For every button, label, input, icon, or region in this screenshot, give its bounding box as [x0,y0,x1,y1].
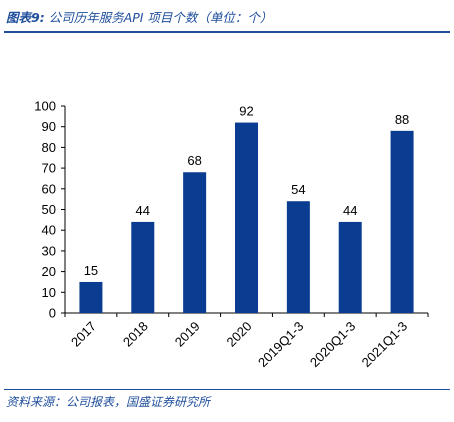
bar-2019Q1-3 [286,201,310,313]
x-tick-label: 2018 [120,319,151,350]
bar-2019 [183,172,207,313]
source-divider [4,389,450,391]
bar-2021Q1-3 [390,130,414,313]
x-axis: 2017 2018 2019 2020 2019Q1-3 2020Q1-3 2021Q1-3 [64,312,429,370]
x-tick-label: 2019 [172,319,203,350]
y-tick-label: 50 [42,202,56,217]
x-tick-label: 2021Q1-3 [359,319,410,370]
data-labels: 15 44 68 92 54 44 88 [84,104,410,278]
bar-2018 [131,221,155,313]
y-tick-label: 10 [42,285,56,300]
data-label: 88 [395,112,409,127]
figure-label: 图表9: [6,10,45,25]
y-tick-label: 100 [34,99,56,114]
data-label: 44 [343,203,357,218]
title-divider [4,31,450,33]
bar-series [79,122,414,313]
y-tick-label: 60 [42,181,56,196]
bar-2020Q1-3 [338,221,362,313]
y-tick-label: 70 [42,161,56,176]
data-label: 44 [136,203,150,218]
x-tick-label: 2017 [68,319,99,350]
y-tick-label: 90 [42,119,56,134]
data-label: 15 [84,263,98,278]
data-label: 54 [291,182,305,197]
x-tick-label: 2020Q1-3 [307,319,358,370]
chart-title: 图表9: 公司历年服务API 项目个数（单位：个） [6,7,272,26]
data-label: 68 [187,153,201,168]
y-tick-label: 20 [42,264,56,279]
y-tick-label: 0 [49,306,56,321]
y-tick-label: 40 [42,223,56,238]
data-label: 92 [239,104,253,119]
x-tick-label: 2020 [224,319,255,350]
source-note: 资料来源：公司报表，国盛证券研究所 [6,395,211,409]
y-tick-label: 80 [42,140,56,155]
figure-title-text: 公司历年服务API 项目个数（单位：个） [48,10,273,25]
bar-2020 [235,122,258,313]
bar-2017 [79,281,103,313]
x-tick-label: 2019Q1-3 [255,319,306,370]
y-axis: 0 10 20 30 40 50 60 70 80 90 100 [34,99,66,321]
y-tick-label: 30 [42,243,56,258]
